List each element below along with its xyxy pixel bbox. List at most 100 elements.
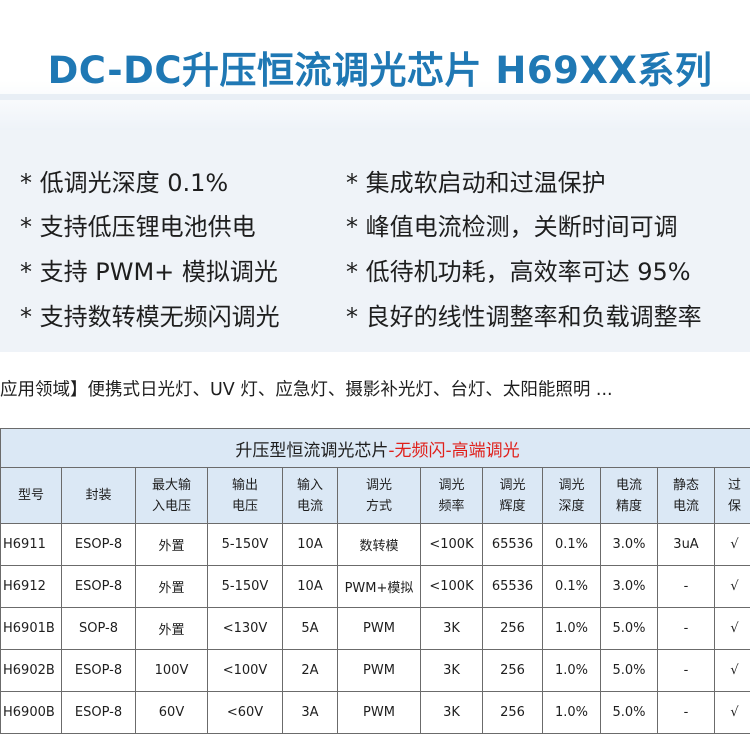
table-caption-highlight: -无频闪-高端调光 (388, 440, 520, 461)
header-text: 方式 (365, 498, 392, 514)
table-header-cell: 过保 (714, 467, 750, 524)
table-cell: 3.0% (600, 565, 658, 608)
header-text: 调光 (558, 477, 585, 493)
title-band (0, 0, 750, 130)
model-cell: H6900B (0, 691, 62, 734)
table-cell: 5.0% (600, 691, 658, 734)
table-row: H6911 ESOP-8 外置 5-150V 10A 数转模 <100K 65536 0.1% 3… (0, 523, 750, 566)
header-text: 静态 (672, 477, 699, 493)
table-cell: PWM (337, 649, 421, 692)
header-text: 过 (727, 477, 741, 493)
table-cell: <130V (207, 607, 283, 650)
page-title: DC-DC升压恒流调光芯片 H69XX系列 (47, 49, 713, 92)
header-text: 最大输 (151, 477, 191, 493)
table-cell: SOP-8 (61, 607, 136, 650)
table-cell: √ (714, 523, 750, 566)
table-row: H6901B SOP-8 外置 <130V 5A PWM 3K 256 1.0% 5.0% - √ (0, 607, 750, 650)
table-cell: 3K (420, 607, 483, 650)
header-text: 电流 (296, 498, 323, 514)
table-cell: 0.1% (542, 565, 601, 608)
table-cell: 100V (135, 649, 208, 692)
table-cell: √ (714, 691, 750, 734)
feature-right-3: * 低待机功耗，高效率可达 95% (346, 258, 691, 286)
header-text: 精度 (615, 498, 642, 514)
table-cell: 外置 (135, 523, 208, 566)
table-header-cell: 调光 频率 (420, 467, 483, 524)
feature-left-4: * 支持数转模无频闪调光 (20, 303, 280, 331)
header-text: 调光 (365, 477, 392, 493)
table-cell: 5.0% (600, 607, 658, 650)
table-row: H6912 ESOP-8 外置 5-150V 10A PWM+模拟 <100K 65536 0.… (0, 565, 750, 608)
table-cell: ESOP-8 (61, 649, 136, 692)
table-cell: 3A (282, 691, 338, 734)
table-cell: 1.0% (542, 607, 601, 650)
table-cell: <60V (207, 691, 283, 734)
table-cell: 外置 (135, 565, 208, 608)
table-caption: 升压型恒流调光芯片-无频闪-高端调光 (0, 428, 750, 468)
table-header-cell: 最大输 入电压 (135, 467, 208, 524)
table-header-cell: 输出 电压 (207, 467, 283, 524)
model-cell: H6901B (0, 607, 62, 650)
header-text: 电流 (615, 477, 642, 493)
header-text: 频率 (438, 498, 465, 514)
table-cell: √ (714, 649, 750, 692)
table-cell: 1.0% (542, 691, 601, 734)
table-cell: 3.0% (600, 523, 658, 566)
table-cell: PWM (337, 607, 421, 650)
header-text: 电压 (231, 498, 258, 514)
model-cell: H6911 (0, 523, 62, 566)
table-cell: 256 (482, 691, 543, 734)
table-header-row: 型号 封装 最大输 入电压 输出 电压 输入 电流 调光 方式 调光 频率 调光 辉度 调光 深度 电流 精度 静态… (0, 467, 750, 524)
title-rule (0, 94, 750, 100)
applications-line: 应用领域】便携式日光灯、UV 灯、应急灯、摄影补光灯、台灯、太阳能照明 ... (0, 380, 613, 400)
table-cell: <100K (420, 565, 483, 608)
table-caption-main: 升压型恒流调光芯片 (235, 440, 389, 461)
table-cell: 3uA (657, 523, 715, 566)
spec-table-wrap: 升压型恒流调光芯片-无频闪-高端调光 型号 封装 最大输 入电压 输出 电压 输入 电流 调光方… (0, 428, 750, 750)
table-cell: ESOP-8 (61, 691, 136, 734)
table-cell: 65536 (482, 523, 543, 566)
table-header-cell: 电流 精度 (600, 467, 658, 524)
table-cell: 65536 (482, 565, 543, 608)
table-cell: - (657, 565, 715, 608)
table-cell: ESOP-8 (61, 523, 136, 566)
table-cell: 3K (420, 691, 483, 734)
feature-left-2: * 支持低压锂电池供电 (20, 213, 256, 241)
table-cell: √ (714, 607, 750, 650)
table-cell: 5.0% (600, 649, 658, 692)
header-text: 输出 (231, 477, 258, 493)
table-cell: √ (714, 565, 750, 608)
table-cell: PWM (337, 691, 421, 734)
table-cell: 10A (282, 523, 338, 566)
table-cell: 0.1% (542, 523, 601, 566)
feature-right-4: * 良好的线性调整率和负载调整率 (346, 303, 702, 331)
table-header-cell: 型号 (0, 467, 62, 524)
table-cell: 5-150V (207, 565, 283, 608)
model-cell: H6902B (0, 649, 62, 692)
header-text: 入电压 (151, 498, 191, 514)
header-text: 深度 (558, 498, 585, 514)
header-text: 电流 (672, 498, 699, 514)
feature-right-1: * 集成软启动和过温保护 (346, 169, 606, 197)
header-text: 调光 (438, 477, 465, 493)
table-cell: 外置 (135, 607, 208, 650)
table-cell: 5A (282, 607, 338, 650)
table-cell: 2A (282, 649, 338, 692)
table-cell: 256 (482, 649, 543, 692)
header-text: 保 (727, 498, 741, 514)
table-cell: 3K (420, 649, 483, 692)
table-row: H6900B ESOP-8 60V <60V 3A PWM 3K 256 1.0% 5.0% - √ (0, 691, 750, 734)
feature-left-1: * 低调光深度 0.1% (20, 169, 229, 197)
table-cell: 60V (135, 691, 208, 734)
table-header-cell: 调光 辉度 (482, 467, 543, 524)
table-cell: 10A (282, 565, 338, 608)
features-panel: * 低调光深度 0.1% * 支持低压锂电池供电 * 支持 PWM+ 模拟调光 … (0, 130, 750, 352)
table-row: H6902B ESOP-8 100V <100V 2A PWM 3K 256 1.0% 5.0% -… (0, 649, 750, 692)
header-text: 输入 (296, 477, 323, 493)
table-cell: - (657, 649, 715, 692)
table-cell: <100K (420, 523, 483, 566)
model-cell: H6912 (0, 565, 62, 608)
table-cell: 5-150V (207, 523, 283, 566)
table-cell: ESOP-8 (61, 565, 136, 608)
table-cell: - (657, 691, 715, 734)
